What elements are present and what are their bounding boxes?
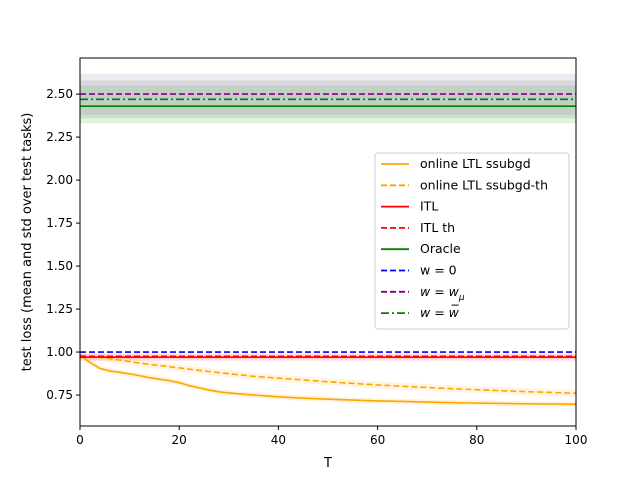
y-axis-label: test loss (mean and std over test tasks) [20, 113, 35, 372]
legend-label-w-0: w = 0 [420, 263, 457, 278]
y-tick-label: 2.25 [46, 130, 73, 144]
y-axis: 0.75 1.00 1.25 1.50 1.75 2.00 2.25 2.50 [46, 87, 80, 402]
legend-label-w-w: w = wμ [420, 284, 465, 303]
series-line-online-ltl-ssubgd-th [79, 354, 577, 395]
y-tick-label: 1.00 [46, 345, 73, 359]
y-tick-label: 1.75 [46, 216, 73, 230]
y-tick-label: 0.75 [46, 388, 73, 402]
band-online-ltl-ssubgd-th [80, 352, 576, 397]
y-tick-label: 2.00 [46, 173, 73, 187]
x-tick-label: 100 [565, 433, 588, 447]
x-tick-label: 60 [370, 433, 385, 447]
legend-label-online-ltl-ssubgd-th: online LTL ssubgd-th [420, 177, 548, 192]
legend-label-w-w: w = w [420, 305, 460, 320]
legend-label-online-ltl-ssubgd: online LTL ssubgd [420, 156, 531, 171]
legend-box [374, 152, 570, 330]
band-oracle [80, 85, 576, 124]
x-tick-label: 80 [469, 433, 484, 447]
y-tick-label: 1.50 [46, 259, 73, 273]
plot-frame [79, 57, 577, 427]
x-axis: 0 20 40 60 80 100 [76, 426, 587, 447]
legend-label-oracle: Oracle [420, 241, 461, 256]
x-tick-label: 40 [271, 433, 286, 447]
x-tick-label: 0 [76, 433, 84, 447]
x-tick-label: 20 [172, 433, 187, 447]
legend-label-itl: ITL [420, 199, 438, 214]
y-tick-label: 1.25 [46, 302, 73, 316]
legend-label-itl-th: ITL th [420, 220, 455, 235]
legend: online LTL ssubgd online LTL ssubgd-th ITL… [374, 152, 570, 330]
y-tick-label: 2.50 [46, 87, 73, 101]
series-lines [79, 93, 577, 405]
x-axis-label: T [323, 456, 332, 471]
series-line-online-ltl-ssubgd [79, 354, 577, 405]
band-online-ltl-ssubgd [80, 352, 576, 407]
